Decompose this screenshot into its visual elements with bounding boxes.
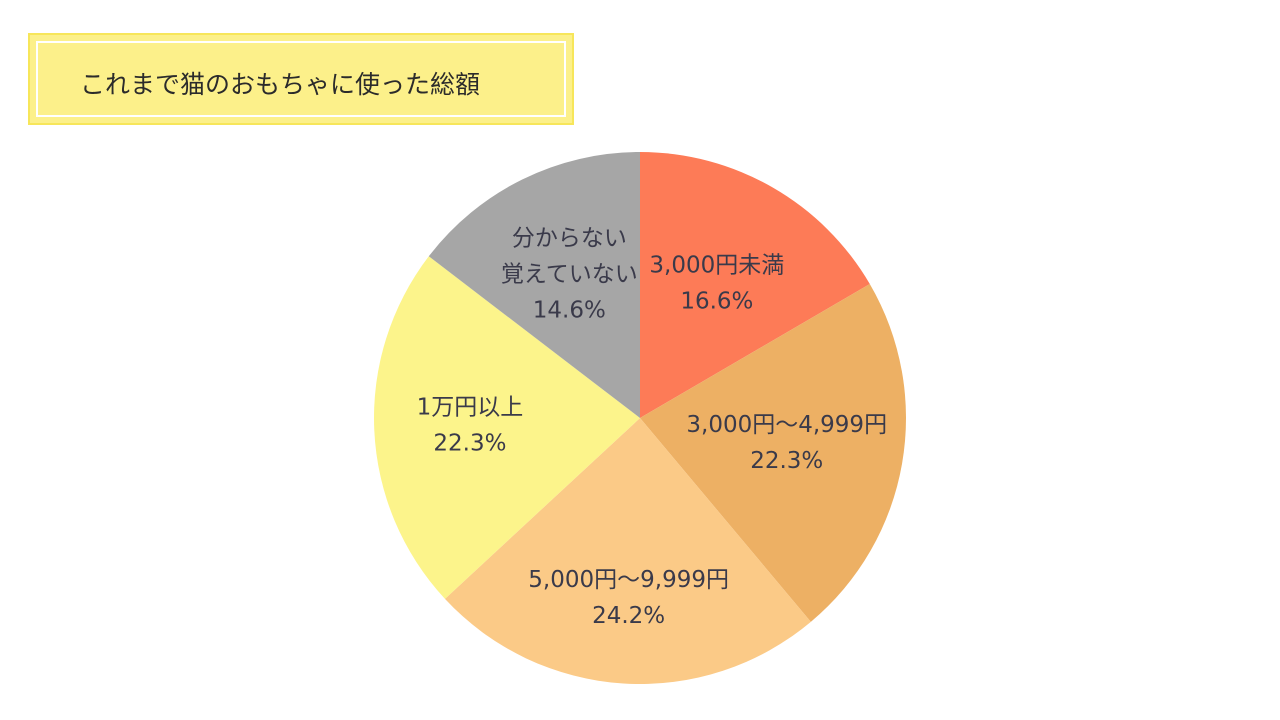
slice-value-label: 24.2% [592, 603, 665, 629]
pie-labels: 3,000円未満 16.6% 3,000円〜4,999円 22.3% 5,000円〜9,… [417, 225, 887, 629]
slice-category-label: 3,000円〜4,999円 [686, 412, 887, 438]
slice-category-label: 分からない [512, 225, 627, 251]
slice-category-label: 5,000円〜9,999円 [528, 567, 729, 593]
pie-slices [373, 152, 906, 685]
pie-slice [428, 152, 640, 418]
slice-category-label: 覚えていない [501, 261, 638, 287]
pie-slice [640, 284, 906, 622]
slice-value-label: 16.6% [680, 289, 753, 315]
chart-title-box: これまで猫のおもちゃに使った総額 [28, 33, 574, 125]
slice-value-label: 22.3% [750, 448, 823, 474]
slice-category-label: 1万円以上 [417, 395, 524, 421]
slice-category-label: 3,000円未満 [649, 253, 784, 279]
chart-title: これまで猫のおもちゃに使った総額 [80, 70, 481, 99]
pie-slice [444, 418, 811, 685]
pie-slice [640, 152, 870, 418]
slice-value-label: 14.6% [533, 297, 606, 323]
slice-value-label: 22.3% [433, 431, 506, 457]
pie-slice [373, 256, 640, 599]
